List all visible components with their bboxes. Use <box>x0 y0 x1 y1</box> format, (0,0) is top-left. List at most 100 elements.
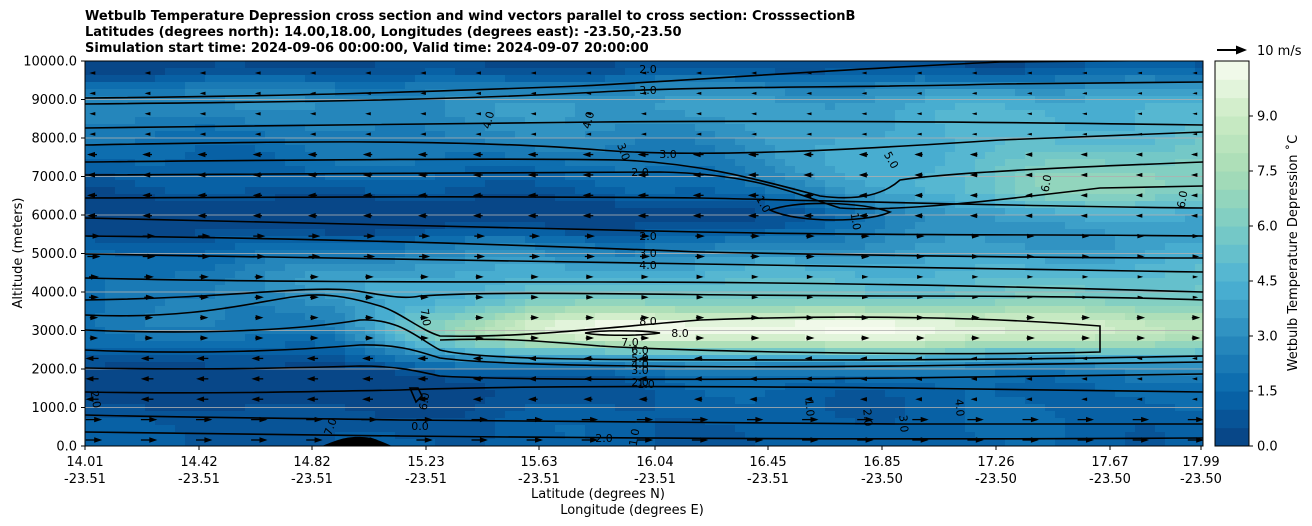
y-tick-label: 0.0 <box>56 440 77 455</box>
wind-vector-head <box>472 192 481 199</box>
wind-vector-head <box>1082 132 1087 136</box>
contour-line <box>85 253 1203 273</box>
wind-vector-head <box>692 172 701 178</box>
contour-line <box>85 131 1203 155</box>
wind-vector-head <box>365 112 371 116</box>
wind-vector-head <box>420 132 426 136</box>
wind-vector-head <box>196 355 205 362</box>
wind-vector-head <box>1191 356 1198 360</box>
wind-vector-head <box>259 437 268 443</box>
wind-vector-head <box>859 356 867 361</box>
wind-vector-head <box>476 315 484 321</box>
wind-vector-head <box>475 71 481 75</box>
wind-vector-head <box>142 172 151 178</box>
wind-vector-head <box>1192 315 1201 321</box>
wind-vector-head <box>1137 71 1143 75</box>
wind-vector-head <box>424 416 433 423</box>
wind-vector-head <box>140 355 149 362</box>
wind-vector-head <box>861 335 870 341</box>
contour-line <box>85 120 1203 129</box>
colorbar-step <box>1215 299 1249 319</box>
wind-vector-head <box>1190 172 1198 177</box>
wind-vector-head <box>362 192 371 199</box>
wind-vector-head <box>751 274 759 280</box>
wind-vector-head <box>417 376 426 382</box>
wind-vector-head <box>1137 92 1143 95</box>
wind-vector-head <box>312 233 321 239</box>
wind-vector-head <box>362 213 371 219</box>
wind-vector-head <box>1135 193 1143 198</box>
wind-vector-head <box>1025 193 1033 198</box>
wind-vector-head <box>527 151 536 158</box>
wind-vector-head <box>693 376 702 382</box>
wind-vector-head <box>1137 275 1144 279</box>
wind-vector-head <box>365 294 374 300</box>
wind-vector-head <box>199 132 206 136</box>
wind-vector-head <box>749 376 757 382</box>
wind-vector-head <box>1137 295 1144 299</box>
wind-vector-head <box>254 132 261 136</box>
wind-vector-head <box>1192 132 1198 136</box>
colorbar-step <box>1215 134 1249 154</box>
wind-vector-head <box>915 376 922 381</box>
wind-vector-head <box>1030 437 1039 443</box>
wind-vector-head <box>257 233 266 239</box>
contour-label: 3.0 <box>631 364 649 377</box>
wind-vector-head <box>803 192 812 199</box>
wind-vector-head <box>916 233 925 239</box>
wind-vector-head <box>582 192 591 199</box>
wind-vector-head <box>1080 213 1088 218</box>
colorbar-step <box>1215 116 1249 135</box>
wind-vector-head <box>916 253 925 260</box>
wind-vector-head <box>362 151 371 158</box>
wind-vector-head <box>806 233 815 239</box>
x-tick-label-lon: -23.51 <box>634 472 676 487</box>
wind-vector-head <box>747 172 756 178</box>
x-tick-label-lat: 14.82 <box>293 455 330 470</box>
wind-vector-head <box>147 233 156 239</box>
wind-vector-head <box>1082 233 1090 239</box>
wind-vector-head <box>755 437 764 443</box>
wind-vector-head <box>309 132 316 136</box>
colorbar-step <box>1215 354 1249 374</box>
wind-vector-head <box>916 315 925 321</box>
wind-vector-head <box>1086 437 1094 443</box>
x-tick-label-lat: 15.63 <box>520 455 557 470</box>
wind-vector-head <box>1025 152 1033 157</box>
wind-vector-head <box>806 335 815 341</box>
wind-vector-head <box>197 213 206 219</box>
wind-vector-head <box>861 295 869 300</box>
x-tick-label-lon: -23.50 <box>975 472 1017 487</box>
y-tick-label: 8000.0 <box>32 132 78 147</box>
wind-vector-head <box>585 91 592 95</box>
wind-vector-head <box>1192 71 1198 75</box>
contour-label: 7.0 <box>322 416 340 437</box>
wind-vector-head <box>531 294 539 300</box>
wind-vector-head <box>199 91 206 96</box>
colorbar-step <box>1215 372 1249 392</box>
wind-vector-head <box>858 192 867 199</box>
wind-vector-head <box>1082 71 1087 75</box>
wind-vector-head <box>969 152 978 157</box>
wind-vector-head <box>751 112 757 116</box>
wind-vector-head <box>417 172 426 178</box>
wind-vector-head <box>94 437 103 443</box>
wind-vector-head <box>637 151 646 158</box>
wind-vector-head <box>314 416 323 423</box>
chart-title-line-2: Latitudes (degrees north): 14.00,18.00, … <box>85 25 682 40</box>
wind-vector-head <box>975 437 984 443</box>
wind-vector-head <box>696 295 704 300</box>
wind-vector-head <box>532 253 541 260</box>
wind-vector-head <box>309 71 316 75</box>
contour-label: 4.0 <box>952 398 966 417</box>
wind-vector-head <box>257 253 266 260</box>
wind-vector-head <box>92 233 101 239</box>
wind-vector-head <box>1137 335 1146 341</box>
colorbar-step <box>1215 152 1249 172</box>
wind-vector-head <box>307 172 316 178</box>
wind-vector-head <box>306 376 315 382</box>
x-tick-label-lon: -23.51 <box>747 472 789 487</box>
wind-vector-head <box>144 132 151 136</box>
wind-vector-head <box>527 172 536 178</box>
wind-vector-head <box>145 274 154 280</box>
